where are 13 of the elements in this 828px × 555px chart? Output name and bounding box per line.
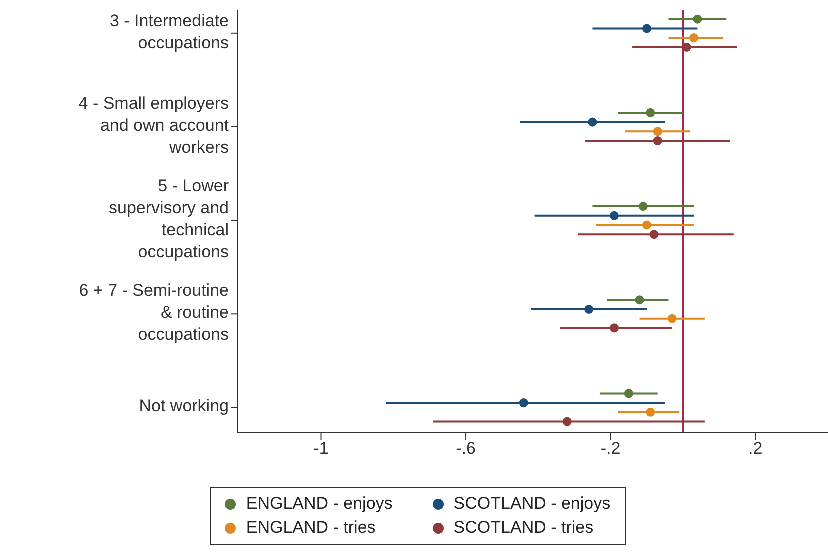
y-tick-label: 6 + 7 - Semi-routine & routine occupations — [79, 282, 229, 345]
legend-label: SCOTLAND - tries — [454, 518, 594, 538]
legend-label: ENGLAND - enjoys — [246, 494, 393, 514]
x-tick-label: -1 — [314, 439, 329, 458]
legend-label: SCOTLAND - enjoys — [454, 494, 611, 514]
x-tick-label: .2 — [748, 439, 763, 458]
y-tick-label: 3 - Intermediate occupations — [110, 12, 229, 53]
x-tick-label: -.2 — [600, 439, 621, 458]
y-tick-label: 5 - Lower supervisory and technical occupations — [108, 177, 230, 262]
y-tick-label: Not working — [139, 397, 229, 416]
y-tick-label: 4 - Small employers and own account workers — [78, 94, 230, 158]
legend-label: ENGLAND - tries — [246, 518, 376, 538]
x-tick-label: -.6 — [456, 439, 476, 458]
